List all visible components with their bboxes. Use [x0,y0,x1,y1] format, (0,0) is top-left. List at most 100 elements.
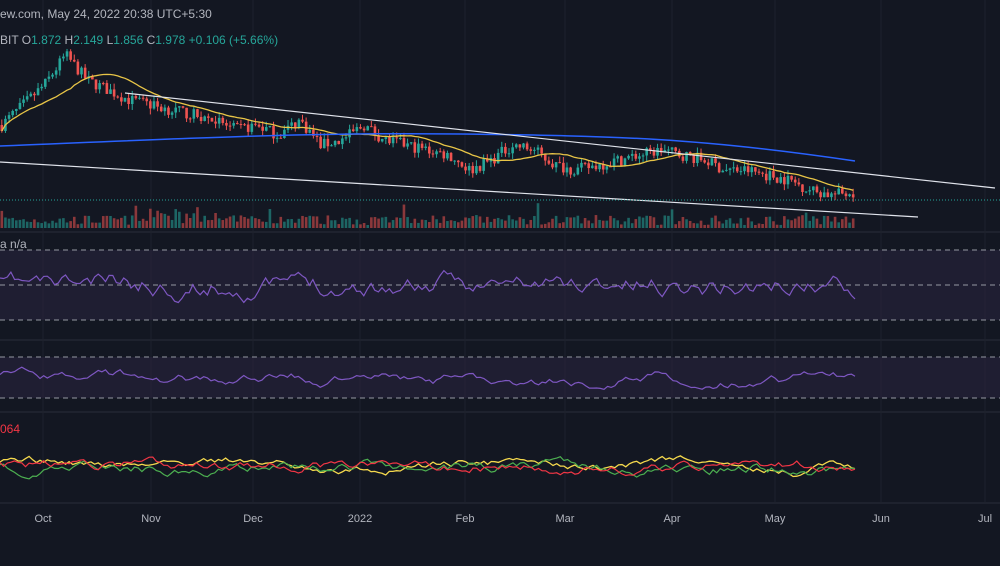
candle-body [435,151,438,155]
candle-body [163,107,167,112]
candle-body [315,135,319,137]
volume-bar [283,221,286,228]
x-axis-tick-label: Oct [34,513,51,525]
volume-bar [587,220,591,228]
candle-body [268,125,272,128]
volume-bar [594,215,598,228]
candle-body [841,188,844,194]
candle-body [562,162,565,173]
candle-body [504,146,507,154]
candle-body [848,194,851,197]
candle-body [638,156,641,159]
volume-bar [772,221,775,228]
candle-body [58,58,62,71]
volume-bar [138,220,141,228]
candle-body [540,147,543,154]
volume-bar [431,215,435,228]
candle-body [272,125,275,139]
candle-body [674,147,677,151]
candle-body [409,142,413,144]
volume-bar [848,222,851,228]
volume-bar [569,217,572,228]
candle-body [659,147,663,153]
candle-body [264,127,268,131]
ma-50-line [1,73,854,191]
candle-body [822,192,826,198]
volume-bar [554,215,558,228]
candle-body [826,192,830,198]
candle-body [178,106,181,108]
candle-body [377,135,380,142]
volume-bar [424,220,427,228]
candle-body [656,147,659,156]
volume-bar [656,224,659,228]
volume-bar [714,215,717,228]
candle-body [373,126,377,136]
volume-bar [275,223,279,228]
candle-body [572,174,576,176]
volume-bar [735,223,739,228]
candle-body [112,89,116,97]
candle-body [485,158,489,162]
candle-body [623,158,627,166]
volume-bar [822,215,826,228]
volume-bar [754,224,757,228]
volume-bar [677,221,681,228]
volume-bar [83,215,87,228]
volume-bar [413,218,417,228]
volume-bar [786,219,790,228]
candle-body [235,123,239,125]
volume-bar [674,224,677,228]
volume-bar [76,224,80,228]
volume-bar [406,217,409,228]
volume-bar [446,221,449,228]
volume-bar [659,224,663,228]
candle-body [362,128,366,131]
candle-body [801,184,804,192]
volume-bar [25,221,29,228]
candle-body [33,93,36,96]
candle-body [612,158,616,167]
candle-body [156,101,159,107]
volume-bar [366,224,370,228]
candle-body [569,167,572,175]
volume-bar [764,216,768,228]
candle-body [11,110,14,116]
volume-bar [185,213,188,228]
volume-bar [178,211,181,228]
volume-bar [235,221,239,228]
candle-body [754,167,757,172]
candle-body [333,140,337,146]
volume-bar [703,224,706,228]
candle-body [819,192,822,198]
volume-bar [627,217,630,228]
candle-body [775,177,779,183]
candle-body [413,142,417,153]
volume-bar [728,218,732,228]
candle-body [65,51,69,57]
candle-body [170,112,174,115]
volume-bar [257,219,261,228]
volume-bar [496,217,500,228]
volume-bar [558,223,562,228]
volume-bar [605,220,609,228]
volume-bar [4,217,7,228]
candle-body [735,167,739,172]
candle-body [7,115,11,119]
candle-body [594,165,598,170]
volume-bar [130,215,134,228]
volume-bar [670,209,674,228]
volume-bar [409,223,413,228]
candle-body [337,140,341,145]
x-axis-tick-label: May [765,513,786,525]
ohlc-legend: BIT O1.872 H2.149 L1.856 C1.978 +0.106 (… [0,33,278,47]
candle-body [18,102,22,110]
candle-body [232,123,235,126]
volume-bar [29,222,33,228]
volume-bar [851,218,855,228]
volume-bar [388,222,391,228]
volume-bar [333,220,337,228]
candle-body [420,143,424,148]
candle-body [355,127,359,132]
